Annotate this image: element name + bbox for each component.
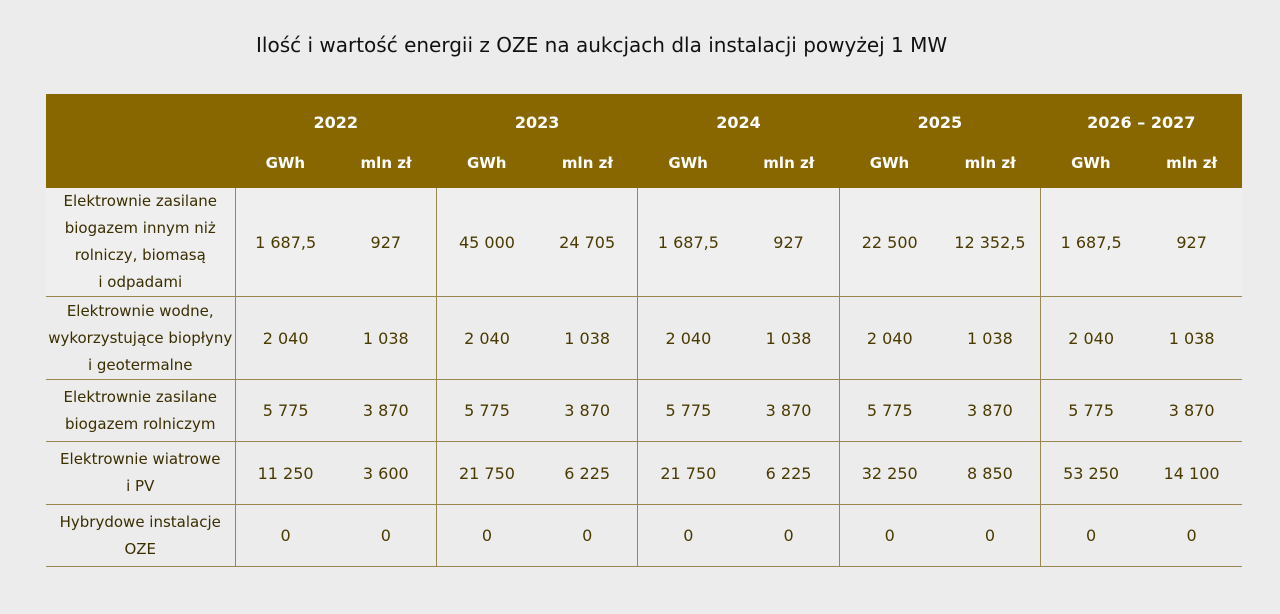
value-cell: 0 (839, 504, 940, 567)
unit-header: GWh (466, 154, 507, 172)
row-label: Hybrydowe instalacje OZE (46, 504, 236, 567)
value-cell: 5 775 (637, 379, 739, 442)
row-label: Elektrownie zasilane biogazem innym niż … (46, 188, 236, 297)
row-label-line: i odpadami (98, 273, 183, 291)
value-cell: 3 600 (335, 441, 437, 505)
row-label-line: biogazem innym niż (64, 219, 216, 237)
value-cell: 24 705 (537, 188, 639, 297)
value-cell: 2 040 (436, 296, 538, 380)
value-cell: 1 687,5 (235, 188, 336, 297)
value-cell: 0 (637, 504, 739, 567)
value-cell: 53 250 (1040, 441, 1142, 505)
row-label-line: Elektrownie zasilane (63, 192, 218, 210)
value-cell: 1 038 (738, 296, 840, 380)
value-cell: 21 750 (637, 441, 739, 505)
unit-header: mln zł (763, 154, 815, 172)
value-cell: 0 (436, 504, 538, 567)
page-title: Ilość i wartość energii z OZE na aukcjac… (256, 33, 948, 57)
row-label-line: i PV (126, 477, 155, 495)
unit-header-row: GWh mln zł GWh mln zł GWh mln zł GWh mln… (46, 150, 1242, 188)
value-cell: 6 225 (537, 441, 639, 505)
row-label: Elektrownie wiatrowe i PV (46, 441, 236, 505)
unit-header: mln zł (1166, 154, 1218, 172)
value-cell: 12 352,5 (939, 188, 1042, 297)
unit-header: mln zł (360, 154, 412, 172)
value-cell: 2 040 (1040, 296, 1142, 380)
value-cell: 0 (1040, 504, 1142, 567)
value-cell: 45 000 (436, 188, 538, 297)
table-row: Elektrownie wodne, wykorzystujące biopły… (46, 296, 1242, 380)
value-cell: 8 850 (939, 441, 1042, 505)
value-cell: 6 225 (738, 441, 840, 505)
value-cell: 0 (235, 504, 336, 567)
value-cell: 1 038 (1141, 296, 1242, 380)
row-label-line: rolniczy, biomasą (74, 246, 206, 264)
unit-header: mln zł (561, 154, 613, 172)
unit-header: GWh (265, 154, 306, 172)
value-cell: 3 870 (939, 379, 1042, 442)
year-header: 2024 (716, 112, 761, 132)
row-label-line: biogazem rolniczym (64, 414, 216, 433)
value-cell: 22 500 (839, 188, 940, 297)
value-cell: 3 870 (537, 379, 639, 442)
unit-header: GWh (869, 154, 910, 172)
unit-header: GWh (1071, 154, 1111, 172)
row-label-line: wykorzystujące biopłyny (48, 328, 233, 347)
year-header: 2023 (514, 112, 560, 132)
value-cell: 1 038 (335, 296, 437, 380)
row-label-line: Elektrownie zasilane (63, 387, 218, 406)
row-label-line: Hybrydowe instalacje (59, 512, 221, 531)
row-label-line: OZE (124, 539, 157, 558)
year-header: 2022 (313, 112, 358, 132)
value-cell: 1 687,5 (1040, 188, 1142, 297)
value-cell: 1 687,5 (637, 188, 739, 297)
value-cell: 1 038 (537, 296, 639, 380)
table-row: Elektrownie wiatrowe i PV 11 250 3 600 2… (46, 441, 1242, 505)
table-row: Elektrownie zasilane biogazem innym niż … (46, 188, 1242, 297)
row-label-line: Elektrownie wiatrowe (60, 450, 221, 468)
value-cell: 5 775 (235, 379, 336, 442)
value-cell: 11 250 (235, 441, 336, 505)
row-label: Elektrownie wodne, wykorzystujące biopły… (46, 296, 236, 380)
year-header: 2025 (917, 112, 963, 132)
unit-header: GWh (668, 154, 708, 172)
value-cell: 927 (335, 188, 437, 297)
value-cell: 0 (335, 504, 437, 567)
value-cell: 14 100 (1141, 441, 1242, 505)
unit-header: mln zł (964, 154, 1016, 172)
row-label-line: i geotermalne (87, 355, 193, 374)
value-cell: 5 775 (1040, 379, 1142, 442)
value-cell: 2 040 (839, 296, 940, 380)
corner-header-cell (46, 150, 235, 188)
value-cell: 3 870 (1141, 379, 1242, 442)
value-cell: 2 040 (637, 296, 739, 380)
value-cell: 3 870 (738, 379, 840, 442)
value-cell: 32 250 (839, 441, 940, 505)
energy-auction-table: 2022 2023 2024 2025 2026 – 2027 GWh mln … (46, 94, 1242, 567)
value-cell: 0 (537, 504, 639, 567)
year-header: 2026 – 2027 (1087, 112, 1196, 132)
value-cell: 1 038 (939, 296, 1042, 380)
corner-header-cell (46, 94, 235, 150)
row-label-line: Elektrownie wodne, (66, 301, 214, 320)
value-cell: 927 (738, 188, 840, 297)
value-cell: 927 (1141, 188, 1242, 297)
value-cell: 2 040 (235, 296, 336, 380)
value-cell: 3 870 (335, 379, 437, 442)
table-row: Elektrownie zasilane biogazem rolniczym … (46, 379, 1242, 442)
value-cell: 21 750 (436, 441, 538, 505)
value-cell: 0 (939, 504, 1042, 567)
table-row: Hybrydowe instalacje OZE 0 0 0 0 0 0 0 0… (46, 504, 1242, 567)
value-cell: 5 775 (839, 379, 940, 442)
year-header-row: 2022 2023 2024 2025 2026 – 2027 (46, 94, 1242, 150)
row-label: Elektrownie zasilane biogazem rolniczym (46, 379, 236, 442)
value-cell: 5 775 (436, 379, 538, 442)
value-cell: 0 (1141, 504, 1242, 567)
value-cell: 0 (738, 504, 840, 567)
